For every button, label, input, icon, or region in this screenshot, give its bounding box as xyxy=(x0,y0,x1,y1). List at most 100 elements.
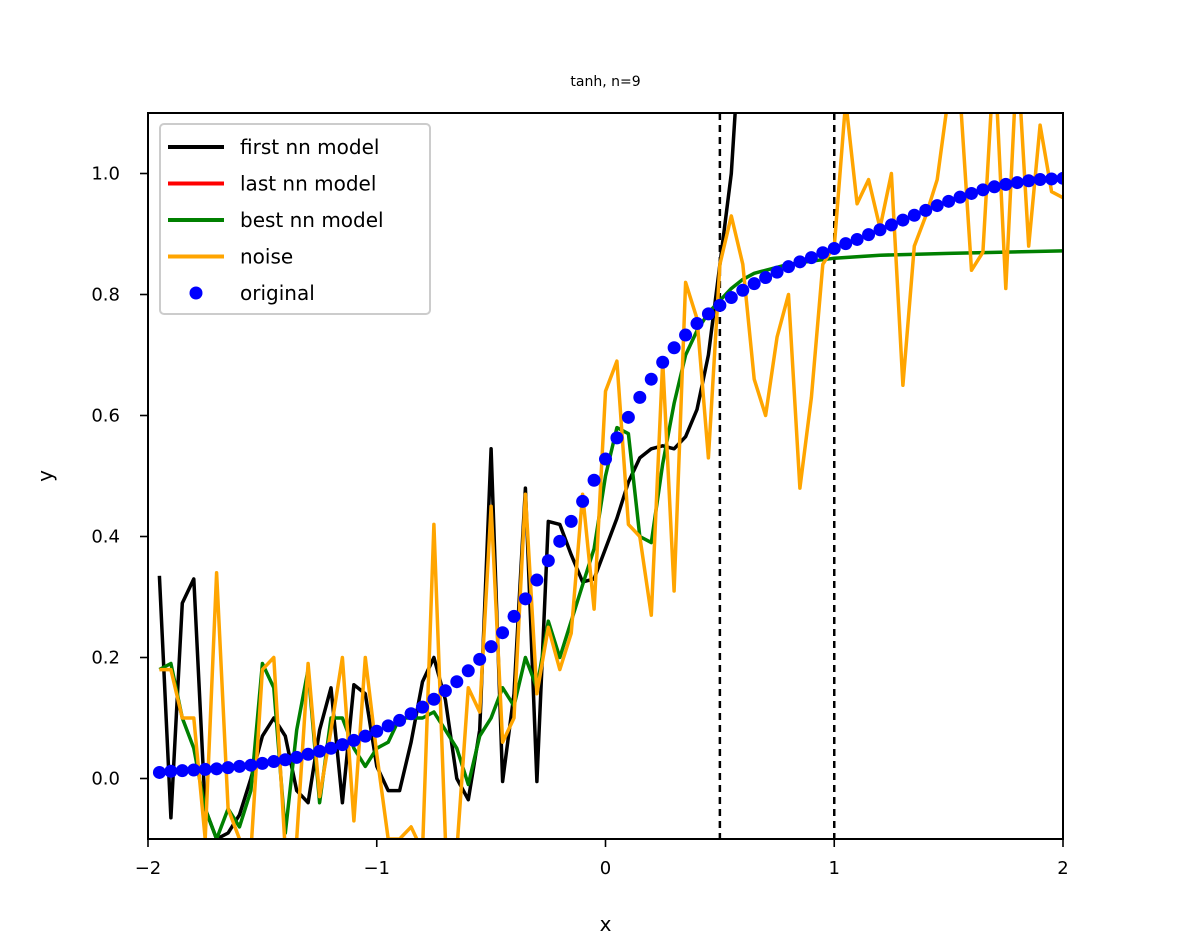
data-point xyxy=(804,251,818,265)
y-tick-label: 0.6 xyxy=(91,406,120,427)
data-point xyxy=(576,494,590,508)
x-axis-label: x xyxy=(600,912,612,936)
data-point xyxy=(484,640,498,654)
data-point xyxy=(976,183,990,197)
data-point xyxy=(1033,173,1047,187)
data-point xyxy=(987,180,1001,194)
data-point xyxy=(175,764,189,778)
series-layer xyxy=(152,113,1063,839)
y-tick-label: 0.2 xyxy=(91,648,120,669)
data-point xyxy=(827,242,841,256)
data-point xyxy=(393,713,407,727)
data-point xyxy=(793,255,807,269)
data-point xyxy=(1045,172,1059,186)
data-point xyxy=(907,208,921,222)
y-tick-label: 0.8 xyxy=(91,285,120,306)
x-tick-label: −1 xyxy=(363,858,390,879)
legend-label: best nn model xyxy=(240,208,384,232)
data-point xyxy=(541,554,555,568)
data-point xyxy=(233,759,246,773)
data-point xyxy=(999,177,1013,191)
data-point xyxy=(518,592,532,606)
data-point xyxy=(759,271,773,285)
data-point xyxy=(267,755,281,769)
y-axis: 0.0 0.2 0.4 0.6 0.8 1.0 xyxy=(91,164,148,790)
data-point xyxy=(152,765,166,779)
data-point xyxy=(873,223,887,237)
legend-item: best nn model xyxy=(168,208,384,232)
data-point xyxy=(850,232,864,246)
data-point xyxy=(187,763,201,777)
data-point xyxy=(416,700,429,714)
legend-item: noise xyxy=(168,245,293,269)
reference-lines xyxy=(718,113,836,839)
data-point xyxy=(324,741,338,755)
plot-area xyxy=(147,112,1064,840)
data-point xyxy=(164,764,178,778)
data-point xyxy=(965,186,978,200)
data-point xyxy=(667,341,681,355)
data-point xyxy=(816,246,830,260)
data-point xyxy=(599,452,612,466)
data-point xyxy=(782,260,795,274)
data-point xyxy=(313,744,327,758)
legend-item: first nn model xyxy=(168,135,379,159)
data-point xyxy=(221,761,235,775)
data-point xyxy=(701,307,715,321)
data-point xyxy=(450,675,464,689)
data-point xyxy=(919,203,933,217)
data-point xyxy=(427,692,441,706)
data-point xyxy=(438,684,452,698)
legend-label: original xyxy=(240,281,315,305)
data-point xyxy=(358,729,372,743)
data-point xyxy=(884,218,898,232)
data-point xyxy=(381,719,395,733)
data-point xyxy=(930,199,944,213)
data-point xyxy=(953,190,967,204)
data-point xyxy=(713,298,727,312)
data-point xyxy=(255,756,269,770)
data-point xyxy=(690,317,704,331)
data-point xyxy=(1010,176,1024,190)
data-point xyxy=(679,328,693,342)
data-point xyxy=(210,762,224,776)
legend-marker xyxy=(189,286,203,300)
legend-box xyxy=(159,123,431,315)
x-tick-label: 1 xyxy=(829,858,840,879)
legend-label: noise xyxy=(240,245,293,269)
data-point xyxy=(473,652,487,666)
data-point xyxy=(942,194,956,208)
legend-label: first nn model xyxy=(240,135,379,159)
data-point xyxy=(610,431,624,445)
data-point xyxy=(370,724,384,738)
x-tick-label: 0 xyxy=(600,858,611,879)
data-point xyxy=(770,265,784,279)
x-axis: −2 −1 0 1 2 xyxy=(135,839,1069,879)
data-point xyxy=(404,707,418,721)
data-point xyxy=(244,758,258,772)
data-point xyxy=(621,410,635,424)
data-point xyxy=(839,237,853,251)
data-point xyxy=(633,390,647,404)
data-point xyxy=(747,277,761,291)
y-axis-label: y xyxy=(33,470,57,482)
data-point xyxy=(507,609,521,623)
data-point xyxy=(290,750,304,764)
data-point xyxy=(347,733,361,747)
data-point xyxy=(644,372,658,386)
y-tick-label: 0.4 xyxy=(91,527,120,548)
x-tick-label: 2 xyxy=(1057,858,1068,879)
data-point xyxy=(1022,174,1036,188)
data-point xyxy=(564,514,578,528)
legend-item: original xyxy=(189,281,315,305)
legend: first nn model last nn model best nn model… xyxy=(159,123,431,315)
series-original-points xyxy=(152,171,1063,779)
data-point xyxy=(198,762,212,776)
series-line-2 xyxy=(158,249,1063,839)
y-tick-label: 1.0 xyxy=(91,164,120,185)
data-point xyxy=(530,573,544,587)
data-point xyxy=(461,664,475,678)
data-point xyxy=(553,534,567,548)
legend-item: last nn model xyxy=(168,172,376,196)
data-point xyxy=(496,626,510,640)
